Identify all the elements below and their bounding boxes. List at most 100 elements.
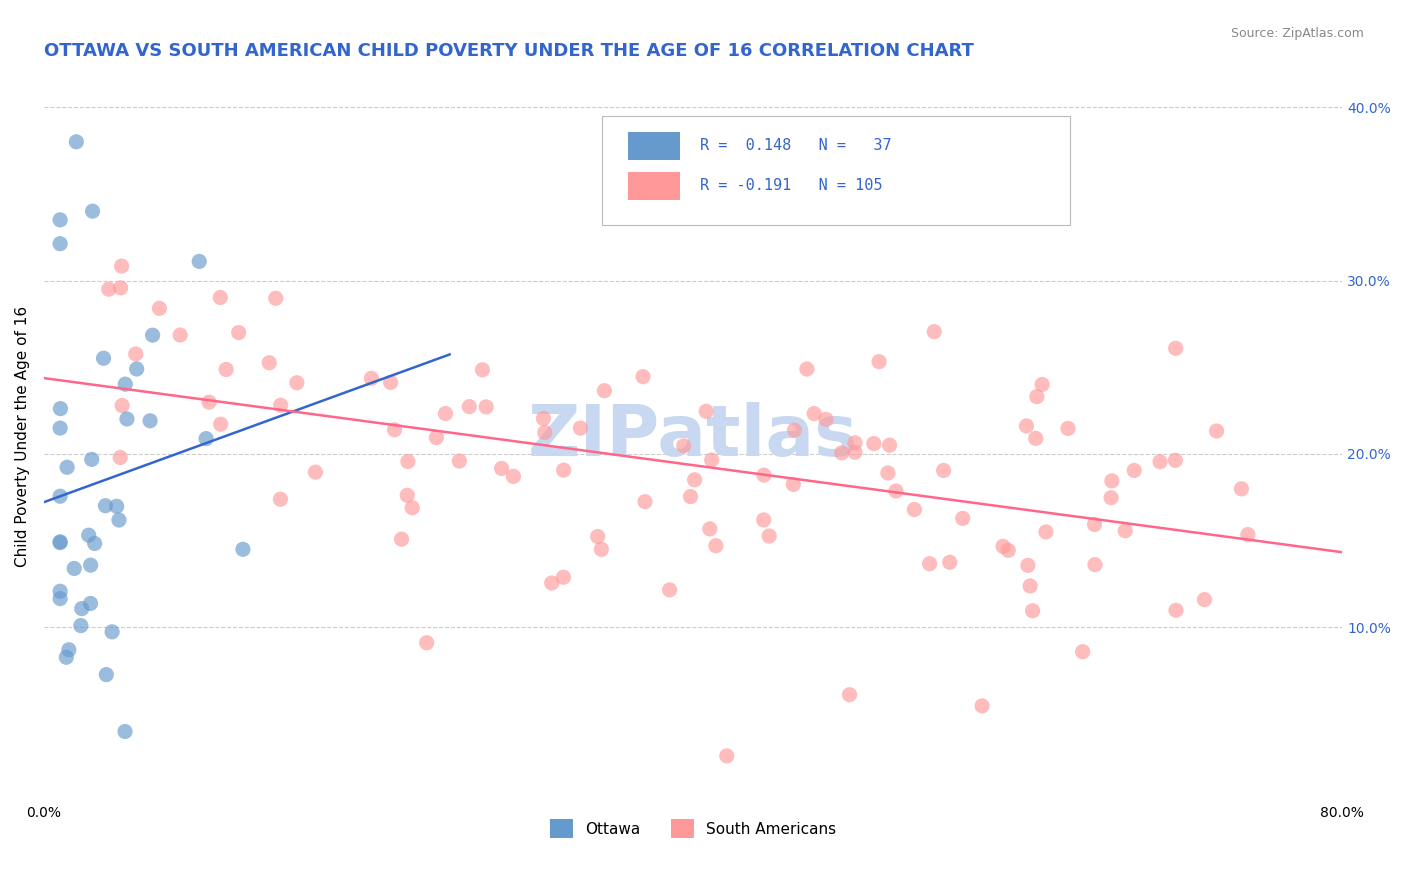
- South Americans: [434, 407, 457, 421]
- Ottawa: [49, 535, 72, 549]
- Ottawa: [49, 489, 72, 503]
- South Americans: [425, 431, 447, 445]
- South Americans: [863, 436, 886, 450]
- Ottawa: [114, 377, 136, 392]
- Text: ZIPatlas: ZIPatlas: [529, 402, 858, 471]
- South Americans: [683, 473, 706, 487]
- South Americans: [1164, 341, 1187, 355]
- South Americans: [384, 423, 406, 437]
- Ottawa: [79, 597, 101, 611]
- South Americans: [903, 502, 925, 516]
- Text: Source: ZipAtlas.com: Source: ZipAtlas.com: [1230, 27, 1364, 40]
- South Americans: [209, 417, 232, 432]
- Ottawa: [139, 414, 162, 428]
- South Americans: [695, 404, 717, 418]
- South Americans: [868, 354, 890, 368]
- South Americans: [502, 469, 524, 483]
- South Americans: [672, 439, 695, 453]
- South Americans: [831, 446, 853, 460]
- South Americans: [1017, 558, 1039, 573]
- South Americans: [782, 477, 804, 491]
- South Americans: [1164, 603, 1187, 617]
- South Americans: [396, 488, 419, 502]
- Ottawa: [49, 534, 72, 549]
- Ottawa: [65, 135, 87, 149]
- South Americans: [991, 540, 1014, 554]
- South Americans: [1149, 455, 1171, 469]
- South Americans: [1031, 377, 1053, 392]
- South Americans: [285, 376, 308, 390]
- South Americans: [586, 529, 609, 543]
- South Americans: [952, 511, 974, 525]
- Ottawa: [56, 460, 79, 475]
- South Americans: [844, 435, 866, 450]
- South Americans: [259, 356, 281, 370]
- South Americans: [215, 362, 238, 376]
- South Americans: [228, 326, 250, 340]
- Ottawa: [70, 601, 93, 615]
- South Americans: [1123, 463, 1146, 477]
- South Americans: [540, 576, 562, 591]
- Ottawa: [105, 500, 128, 514]
- Ottawa: [55, 650, 77, 665]
- South Americans: [1114, 524, 1136, 538]
- South Americans: [796, 362, 818, 376]
- Ottawa: [96, 667, 118, 681]
- Ottawa: [49, 212, 72, 227]
- Ottawa: [232, 542, 254, 557]
- South Americans: [716, 748, 738, 763]
- Ottawa: [63, 561, 86, 575]
- Text: R =  0.148   N =   37: R = 0.148 N = 37: [700, 137, 891, 153]
- South Americans: [658, 582, 681, 597]
- Ottawa: [83, 536, 105, 550]
- South Americans: [970, 698, 993, 713]
- South Americans: [814, 412, 837, 426]
- South Americans: [415, 636, 437, 650]
- FancyBboxPatch shape: [628, 132, 681, 160]
- South Americans: [108, 450, 131, 465]
- South Americans: [169, 328, 191, 343]
- Legend: Ottawa, South Americans: Ottawa, South Americans: [544, 814, 842, 844]
- South Americans: [922, 325, 945, 339]
- Ottawa: [77, 528, 100, 542]
- Ottawa: [49, 401, 72, 416]
- South Americans: [148, 301, 170, 316]
- Ottawa: [195, 432, 218, 446]
- South Americans: [533, 411, 555, 425]
- South Americans: [1194, 592, 1216, 607]
- South Americans: [1015, 419, 1038, 434]
- South Americans: [1084, 558, 1107, 572]
- South Americans: [264, 291, 287, 305]
- Ottawa: [115, 412, 138, 426]
- South Americans: [270, 398, 292, 412]
- South Americans: [1205, 424, 1227, 438]
- South Americans: [844, 445, 866, 459]
- South Americans: [1071, 645, 1094, 659]
- Ottawa: [79, 558, 101, 573]
- FancyBboxPatch shape: [628, 172, 681, 200]
- Y-axis label: Child Poverty Under the Age of 16: Child Poverty Under the Age of 16: [15, 306, 30, 567]
- South Americans: [1230, 482, 1253, 496]
- Ottawa: [94, 499, 117, 513]
- South Americans: [803, 407, 825, 421]
- Ottawa: [108, 513, 131, 527]
- South Americans: [396, 454, 419, 468]
- Ottawa: [101, 624, 124, 639]
- South Americans: [198, 395, 221, 409]
- South Americans: [1237, 527, 1260, 541]
- Ottawa: [142, 328, 165, 343]
- Ottawa: [114, 724, 136, 739]
- South Americans: [97, 282, 120, 296]
- South Americans: [125, 347, 148, 361]
- Ottawa: [49, 236, 72, 251]
- South Americans: [752, 513, 775, 527]
- South Americans: [700, 453, 723, 467]
- South Americans: [758, 529, 780, 543]
- South Americans: [553, 463, 575, 477]
- Ottawa: [93, 351, 115, 366]
- South Americans: [304, 465, 326, 479]
- South Americans: [679, 490, 702, 504]
- South Americans: [533, 425, 555, 440]
- South Americans: [634, 494, 657, 508]
- South Americans: [401, 500, 423, 515]
